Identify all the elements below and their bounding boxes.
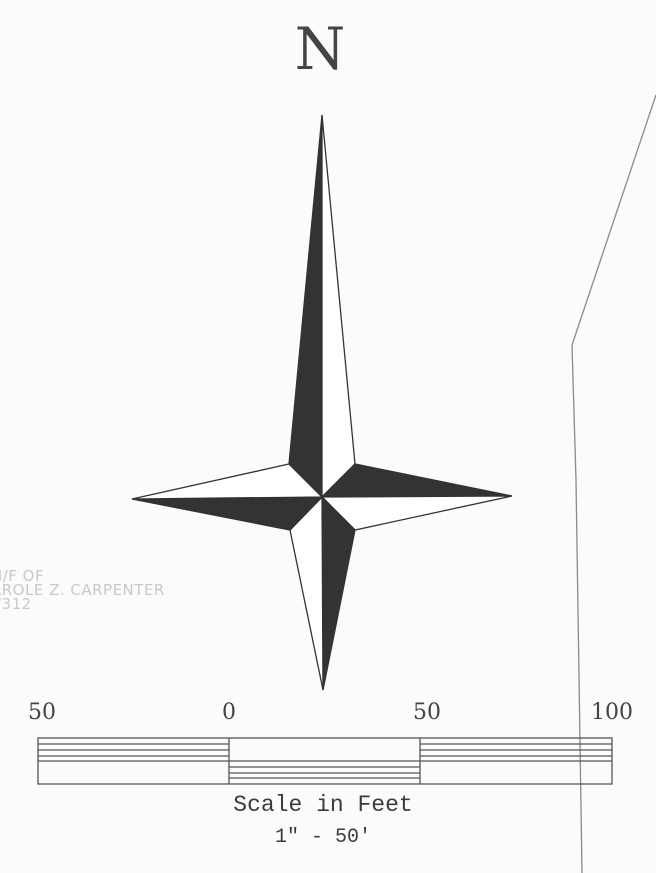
compass-east-point-dark [320,463,513,498]
scale-caption: Scale in Feet [233,792,413,818]
scale-bar-graphic [37,737,613,785]
scale-segment-middle-hatch [229,760,420,779]
compass-south-point-dark [321,495,356,691]
parcel-label-line: N/F OF [0,569,45,585]
compass-west-point-light [131,463,324,500]
scale-segment-left-hatch [38,743,229,762]
scale-tick-label: 50 [413,700,441,725]
north-label: N [294,15,346,83]
parcel-label-line: CAROLE Z. CARPENTER [0,581,165,599]
compass-south-point-light [289,495,324,691]
scale-tick-label: 100 [591,700,633,725]
scale-tick-label: 50 [28,700,56,725]
parcel-label-line: 2/312 [0,595,32,612]
scale-segment-right-hatch [420,743,612,762]
compass-rose-icon [131,114,513,691]
parcel-owner-label: N/F OF CAROLE Z. CARPENTER 2/312 [0,569,240,611]
compass-west-point-dark [131,496,324,531]
compass-north-point-light [321,114,356,499]
compass-north-point-dark [288,114,323,499]
scale-tick-label: 0 [222,700,236,725]
scale-ratio: 1" - 50' [274,826,371,849]
property-boundary-line [571,94,656,873]
